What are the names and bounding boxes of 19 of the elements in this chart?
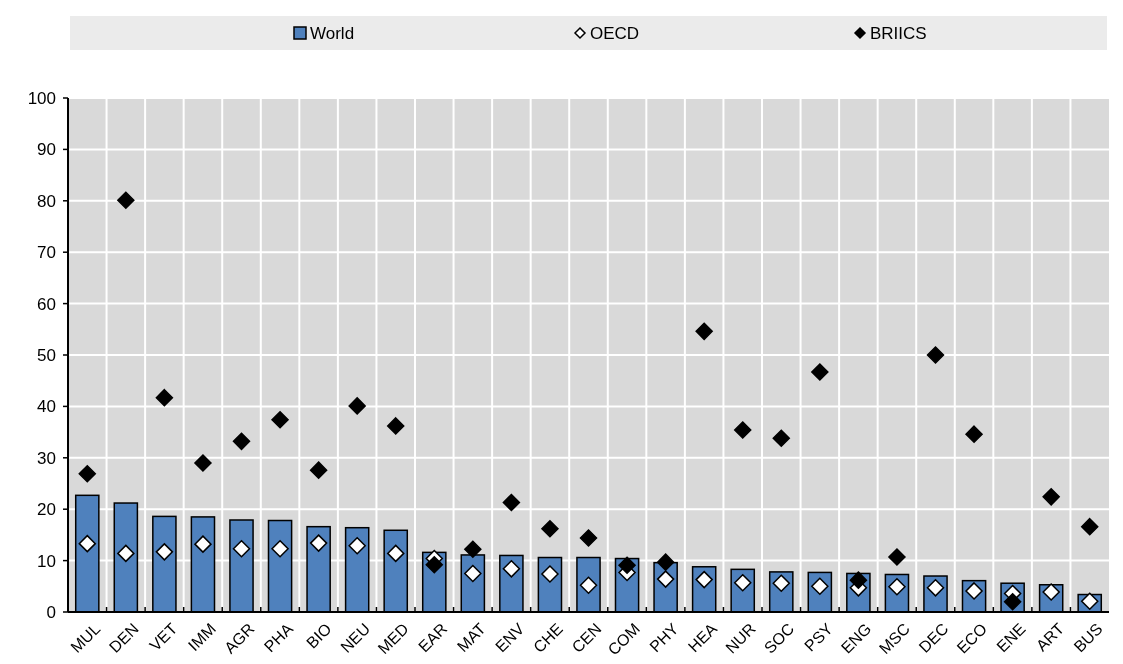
y-tick-label: 80 [37, 191, 56, 211]
y-tick-label: 30 [37, 448, 56, 468]
y-tick-label: 60 [37, 294, 56, 314]
y-tick-label: 100 [27, 88, 56, 108]
y-tick-label: 90 [37, 140, 56, 160]
legend-label: World [310, 23, 355, 43]
x-tick-label: PHA [260, 619, 297, 656]
y-tick-label: 70 [37, 243, 56, 263]
y-tick-label: 10 [37, 551, 56, 571]
y-tick-label: 50 [37, 345, 56, 365]
y-tick-label: 0 [46, 602, 56, 622]
x-tick-label: BIO [303, 620, 335, 652]
x-tick-label: HEA [684, 619, 721, 656]
x-tick-label: MUL [67, 619, 104, 656]
legend-label: BRIICS [870, 23, 927, 43]
legend-label: OECD [590, 23, 640, 43]
x-tick-label: VET [146, 619, 181, 655]
y-tick-label: 40 [37, 397, 56, 417]
y-tick-label: 20 [37, 500, 56, 520]
